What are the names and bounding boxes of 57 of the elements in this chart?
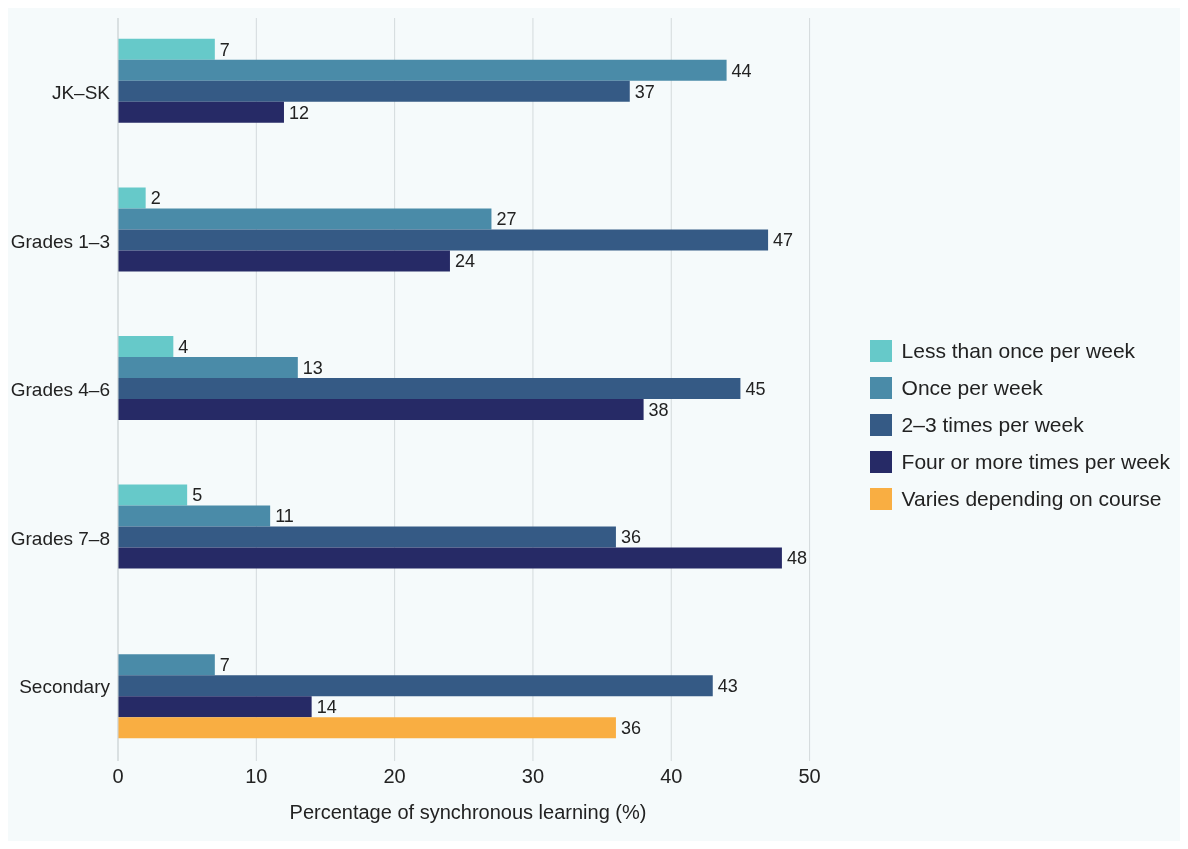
- y-tick-label: JK–SK: [51, 82, 111, 104]
- legend-label: Varies depending on course: [901, 486, 1162, 512]
- bar: [118, 484, 188, 506]
- bar: [118, 101, 284, 123]
- x-tick-label: 0: [112, 765, 124, 788]
- data-label: 38: [648, 399, 669, 420]
- x-axis-title: Percentage of synchronous learning (%): [288, 801, 648, 824]
- data-label: 27: [496, 209, 517, 230]
- bar: [118, 505, 271, 527]
- data-label: 4: [178, 336, 189, 357]
- bar: [118, 654, 215, 676]
- bar: [118, 250, 450, 272]
- bar: [118, 208, 492, 230]
- data-label: 11: [275, 506, 294, 527]
- bar: [118, 675, 713, 697]
- data-label: 44: [731, 60, 752, 81]
- data-label: 24: [454, 251, 475, 272]
- data-label: 43: [717, 676, 738, 697]
- x-tick-label: 10: [245, 765, 268, 788]
- data-label: 7: [219, 39, 230, 60]
- y-tick-label: Grades 1–3: [10, 230, 110, 252]
- legend-label: Once per week: [901, 375, 1043, 401]
- data-label: 13: [302, 357, 323, 378]
- data-label: 12: [288, 102, 310, 123]
- data-label: 5: [192, 485, 203, 506]
- bar: [118, 717, 616, 739]
- data-label: 36: [620, 527, 641, 548]
- y-tick-label: Secondary: [19, 676, 111, 698]
- bar: [118, 357, 298, 378]
- bar: [118, 187, 146, 209]
- data-label: 45: [745, 378, 766, 399]
- x-tick-label: 40: [660, 765, 683, 788]
- bar: [118, 38, 215, 60]
- y-tick-label: Grades 7–8: [10, 527, 110, 549]
- bar: [118, 526, 616, 548]
- bar: [118, 336, 174, 357]
- x-tick-label: 30: [521, 765, 545, 788]
- bar: [118, 59, 727, 81]
- x-tick-label: 20: [383, 765, 406, 788]
- data-label: 14: [316, 697, 337, 718]
- data-label: 36: [620, 718, 641, 739]
- legend-label: Less than once per week: [901, 338, 1136, 364]
- bar: [118, 547, 782, 569]
- data-label: 47: [773, 230, 794, 251]
- bar: [118, 229, 769, 251]
- data-label: 2: [150, 188, 161, 209]
- data-label: 48: [786, 548, 807, 569]
- bar: [118, 80, 630, 102]
- data-label: 7: [219, 655, 230, 676]
- bar: [118, 399, 644, 420]
- x-tick-label: 50: [798, 765, 821, 788]
- y-tick-label: Grades 4–6: [10, 379, 110, 401]
- bar: [118, 696, 312, 718]
- bar: [118, 378, 741, 399]
- legend-label: Four or more times per week: [901, 449, 1170, 475]
- data-label: 37: [634, 81, 655, 102]
- legend-label: 2–3 times per week: [901, 412, 1084, 438]
